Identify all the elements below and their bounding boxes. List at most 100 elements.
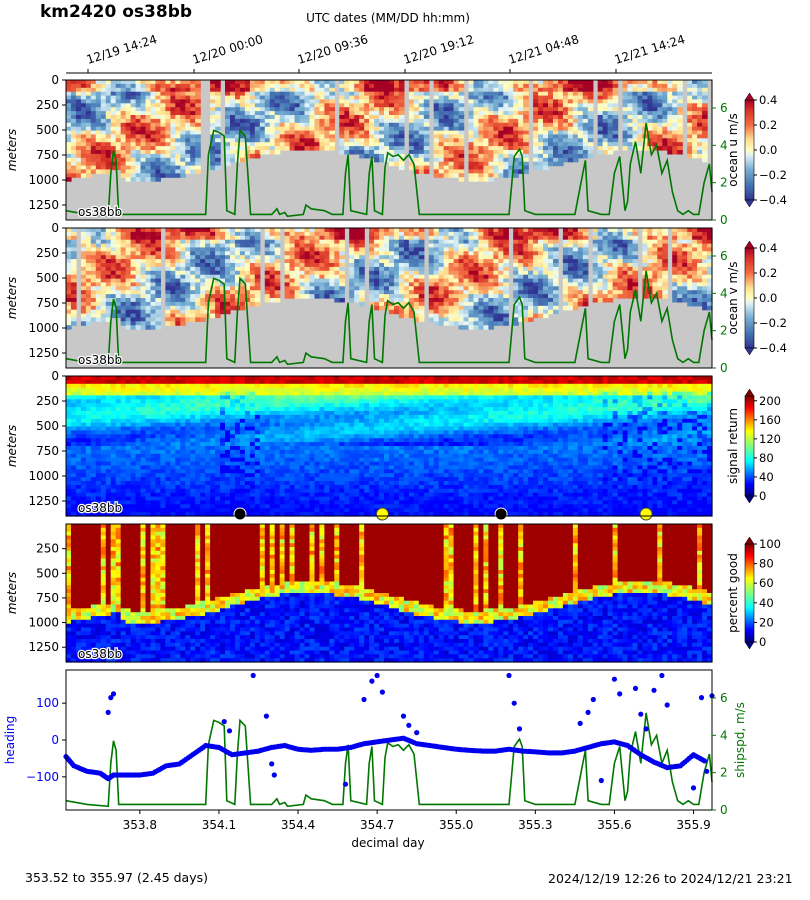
heatmap-cell <box>180 321 186 326</box>
heatmap-cell <box>384 243 390 249</box>
heatmap-cell <box>587 150 594 155</box>
heatmap-cell <box>612 122 619 128</box>
heatmap-cell <box>384 99 390 104</box>
heatmap-cell <box>438 231 445 237</box>
heatmap-cell <box>359 286 365 291</box>
heatmap-cell <box>553 87 559 93</box>
heatmap-cell <box>423 126 430 132</box>
heatmap-cell <box>528 305 534 311</box>
heatmap-cell <box>354 115 360 120</box>
heatmap-cell <box>483 247 489 252</box>
heatmap-cell <box>518 228 524 233</box>
heatmap-cell <box>90 286 97 291</box>
heatmap-cell <box>627 111 634 116</box>
heatmap-cell <box>359 126 365 132</box>
heatmap-cell <box>697 111 703 116</box>
heatmap-cell <box>304 80 311 85</box>
heatmap-cell <box>687 103 693 108</box>
heatmap-cell <box>105 259 112 264</box>
heatmap-cell <box>413 126 420 132</box>
heatmap-cell <box>115 142 122 147</box>
heatmap-cell <box>632 228 639 233</box>
heatmap-cell <box>394 270 400 276</box>
heatmap-cell <box>269 290 276 295</box>
speed-tick-label: 2 <box>720 176 728 190</box>
heatmap-cell <box>582 228 589 233</box>
heatmap-cell <box>254 298 261 303</box>
heatmap-cell <box>468 251 475 256</box>
heatmap-cell <box>299 274 306 280</box>
heatmap-cell <box>478 247 484 252</box>
heatmap-cell <box>90 91 97 97</box>
heatmap-cell <box>513 122 519 128</box>
heatmap-cell <box>374 126 380 132</box>
heatmap-cell <box>165 255 171 260</box>
heatmap-cell <box>433 138 440 143</box>
heatmap-cell <box>662 130 668 136</box>
heatmap-cell <box>155 91 161 97</box>
heatmap-cell <box>657 83 663 89</box>
heatmap-cell <box>110 228 117 233</box>
heatmap-cell <box>289 290 296 295</box>
heatmap-cell <box>408 263 415 268</box>
heatmap-cell <box>448 266 455 272</box>
heatmap-cell <box>438 309 445 315</box>
heatmap-cell <box>448 91 455 97</box>
heatmap-cell <box>324 235 330 241</box>
heatmap-cell <box>175 142 181 147</box>
heatmap-cell <box>185 157 191 163</box>
heatmap-cell <box>478 146 484 151</box>
heatmap-cell <box>662 138 668 143</box>
heatmap-cell <box>428 270 435 276</box>
heatmap-cell <box>110 99 117 104</box>
heatmap-cell <box>160 91 166 97</box>
heatmap-cell <box>572 270 579 276</box>
heatmap-cell <box>562 255 569 260</box>
heatmap-cell <box>244 130 251 136</box>
heatmap-cell <box>567 126 574 132</box>
heatmap-cell <box>473 169 480 174</box>
heatmap-cell <box>324 134 330 139</box>
heatmap-cell <box>170 266 176 272</box>
heatmap-cell <box>284 91 291 97</box>
heatmap-cell <box>503 95 509 101</box>
heatmap-cell <box>692 115 698 120</box>
heatmap-cell <box>433 150 440 155</box>
heatmap-cell <box>498 263 504 268</box>
heatmap-cell <box>632 294 639 299</box>
heatmap-cell <box>379 263 385 268</box>
heatmap-cell <box>294 107 301 112</box>
heatmap-cell <box>423 146 430 151</box>
heatmap-cell <box>518 99 524 104</box>
heatmap-cell <box>473 321 480 326</box>
heatmap-cell <box>389 259 395 264</box>
heatmap-cell <box>572 239 579 245</box>
heatmap-cell <box>299 251 306 256</box>
heatmap-cell <box>687 150 693 155</box>
heatmap-cell <box>230 263 236 268</box>
heatmap-cell <box>538 294 544 299</box>
heatmap-cell <box>130 278 137 284</box>
heatmap-cell <box>617 286 624 291</box>
heatmap-cell <box>498 274 504 280</box>
heatmap-cell <box>528 274 534 280</box>
heatmap-cell <box>294 243 301 249</box>
heatmap-cell <box>533 95 539 101</box>
heatmap-cell <box>125 161 132 167</box>
heatmap-cell <box>413 103 420 108</box>
heatmap-cell <box>205 247 211 252</box>
heatmap-cell <box>249 266 256 272</box>
heatmap-cell <box>185 80 191 85</box>
heatmap-cell <box>80 305 87 311</box>
heatmap-cell <box>637 142 644 147</box>
heatmap-cell <box>140 165 147 171</box>
heatmap-cell <box>498 235 504 241</box>
heatmap-cell <box>523 243 529 249</box>
heatmap-cell <box>110 290 117 295</box>
heatmap-cell <box>612 146 619 151</box>
heatmap-cell <box>299 231 306 237</box>
heatmap-cell <box>324 80 330 85</box>
heatmap-cell <box>329 282 335 287</box>
heatmap-cell <box>244 270 251 276</box>
heatmap-cell <box>478 274 484 280</box>
